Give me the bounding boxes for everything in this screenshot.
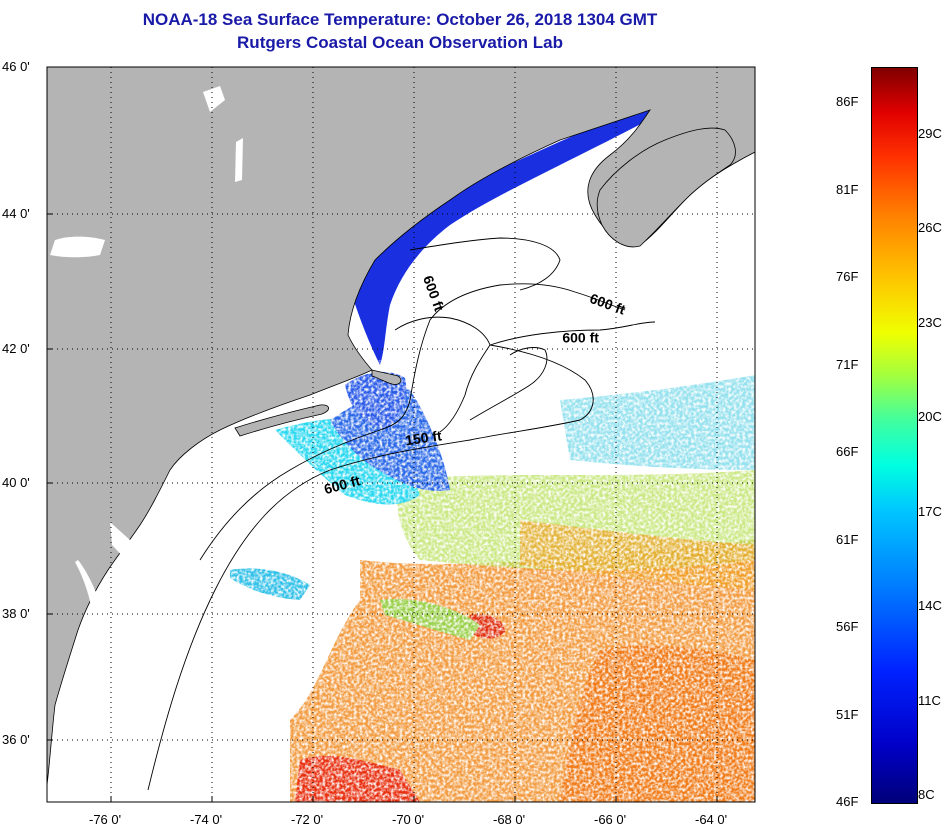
colorbar-celsius-label: 29C (918, 125, 942, 141)
colorbar-fahrenheit-label: 46F (836, 794, 859, 809)
colorbar-celsius-label: 11C (918, 692, 941, 708)
depth-contour-label: 150 ft (404, 427, 443, 448)
colorbar-fahrenheit-label: 56F (836, 619, 859, 634)
longitude-label: -72 0' (291, 812, 324, 827)
colorbar-celsius-label: 26C (918, 220, 942, 235)
colorbar-celsius-label: 23C (918, 314, 942, 330)
map-title: NOAA-18 Sea Surface Temperature: October… (142, 10, 658, 29)
land-masses (47, 67, 755, 786)
colorbar-fahrenheit-label: 86F (836, 94, 859, 109)
latitude-label: 40 0' (2, 475, 30, 490)
colorbar-fahrenheit-label: 61F (836, 531, 859, 547)
latitude-label: 38 0' (2, 606, 30, 621)
depth-contour-label: 600 ft (562, 329, 599, 345)
temperature-colorbar (871, 67, 918, 804)
latitude-label: 36 0' (2, 732, 30, 747)
longitude-label: -66 0' (594, 812, 627, 827)
longitude-label: -74 0' (190, 812, 223, 827)
colorbar-fahrenheit-label: 71F (836, 356, 859, 372)
latitude-label: 44 0' (2, 206, 30, 221)
colorbar-fahrenheit-label: 81F (836, 181, 859, 197)
axis-ticks (47, 66, 718, 802)
latitude-label: 42 0' (2, 341, 30, 356)
longitude-label: -76 0' (89, 812, 122, 827)
depth-contours (147, 237, 656, 791)
colorbar-fahrenheit-label: 76F (836, 269, 859, 284)
map-subtitle: Rutgers Coastal Ocean Observation Lab (237, 33, 563, 52)
longitude-label: -70 0' (392, 812, 425, 827)
colorbar-celsius-label: 8C (918, 787, 935, 802)
latitude-label: 46 0' (2, 59, 30, 74)
longitude-label: -68 0' (493, 812, 526, 827)
colorbar-celsius-label: 14C (918, 598, 942, 613)
inland-water (50, 86, 243, 700)
graticule (47, 67, 755, 802)
colorbar-celsius-label: 17C (918, 503, 942, 519)
colorbar-celsius-label: 20C (918, 409, 942, 424)
colorbar-fahrenheit-label: 66F (836, 444, 859, 459)
colorbar-fahrenheit-label: 51F (836, 706, 859, 722)
longitude-label: -64 0' (695, 812, 728, 827)
map-frame (46, 66, 756, 803)
